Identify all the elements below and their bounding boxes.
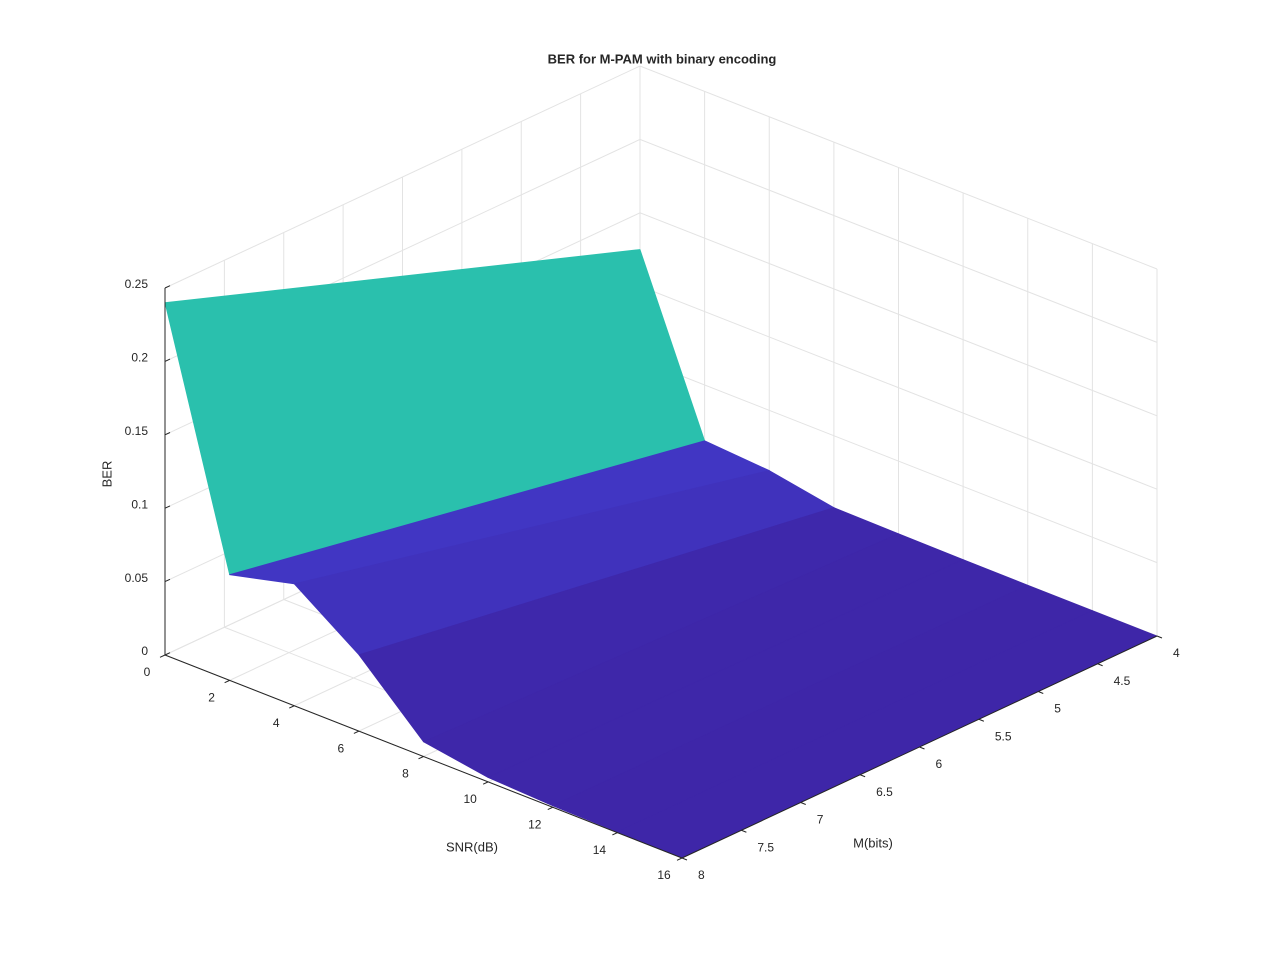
x-tick: [289, 705, 295, 709]
grid-line: [164, 65, 1158, 289]
x-tick-label: 2: [208, 691, 215, 705]
x-tick-label: 0: [144, 665, 151, 679]
x-tick: [418, 756, 424, 760]
y-tick-label: 5: [1054, 702, 1061, 716]
z-tick: [164, 578, 171, 583]
x-tick-label: 14: [593, 843, 607, 857]
y-tick-label: 5.5: [995, 729, 1012, 743]
z-tick-label: 0.2: [131, 351, 148, 365]
x-tick-label: 6: [338, 741, 345, 755]
z-tick: [164, 358, 171, 362]
y-tick-label: 6: [936, 757, 943, 771]
z-tick-label: 0.25: [125, 277, 149, 291]
y-tick: [681, 857, 688, 861]
surface: [164, 249, 1158, 859]
x-tick: [547, 806, 553, 811]
y-tick: [859, 774, 866, 778]
y-tick: [978, 718, 985, 722]
x-tick-label: 8: [402, 767, 409, 781]
y-axis-label: M(bits): [853, 835, 893, 850]
x-tick: [353, 730, 360, 734]
y-tick: [741, 829, 747, 833]
y-tick-label: 8: [698, 868, 705, 882]
x-axis-label: SNR(dB): [446, 839, 498, 854]
chart-title: BER for M-PAM with binary encoding: [548, 51, 777, 66]
axes-group: 0 2 4 6 8 10 12 14 16 4 4.5 5 5.5 6 6.5 7 7.5 8 0 0.05 0.1 0.…: [125, 277, 1180, 882]
y-tick-label: 7.5: [757, 840, 774, 854]
x-tick-label: 4: [273, 716, 280, 730]
x-tick-label: 10: [463, 792, 477, 806]
z-tick-label: 0.15: [125, 424, 149, 438]
z-tick: [164, 505, 171, 509]
x-tick: [159, 654, 166, 658]
y-tick-label: 7: [817, 813, 824, 827]
y-tick: [1156, 635, 1163, 639]
y-tick: [919, 746, 925, 750]
x-tick: [676, 857, 683, 861]
x-tick: [224, 679, 230, 684]
z-tick: [164, 285, 171, 289]
z-tick: [164, 652, 171, 656]
x-tick: [612, 832, 618, 836]
y-tick-label: 6.5: [876, 785, 893, 799]
y-tick: [1038, 691, 1044, 694]
x-tick-label: 12: [528, 817, 542, 831]
x-tick-label: 16: [657, 868, 671, 882]
z-axis-label: BER: [99, 461, 114, 488]
y-tick: [800, 802, 806, 805]
y-tick: [1097, 663, 1103, 667]
z-tick-label: 0.1: [131, 497, 148, 511]
y-tick-label: 4.5: [1114, 674, 1131, 688]
z-tick: [164, 432, 171, 436]
y-tick-label: 4: [1173, 646, 1180, 660]
z-tick-label: 0.05: [125, 571, 149, 585]
z-tick-label: 0: [141, 644, 148, 658]
x-tick: [482, 781, 489, 785]
